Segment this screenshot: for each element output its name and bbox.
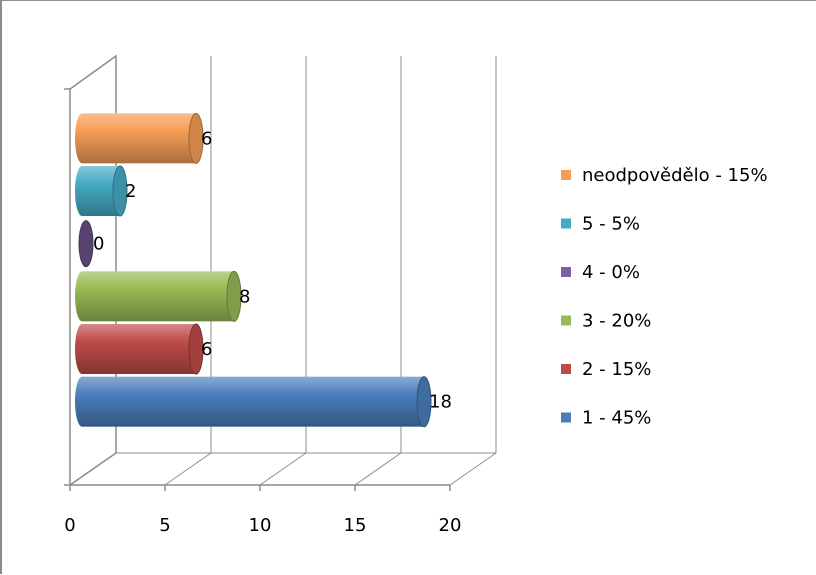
bar-end-cap	[112, 165, 128, 217]
legend-label: 3 - 20%	[582, 311, 651, 332]
floor-gridline	[354, 452, 402, 486]
floor-gridline	[164, 452, 212, 486]
x-tick-label: 5	[159, 515, 170, 536]
legend-label: 5 - 5%	[582, 214, 640, 235]
bar-zero-cap	[78, 220, 94, 268]
bar-base-cap	[75, 271, 89, 322]
legend-label: 4 - 0%	[582, 262, 640, 283]
legend: 1 - 45% 2 - 15% 3 - 20% 4 - 0% 5 - 5% neodpov…	[561, 165, 768, 429]
bar-end-cap	[188, 323, 204, 375]
bar-base-cap	[75, 166, 89, 216]
x-tick-label: 15	[344, 515, 367, 536]
legend-label: 1 - 45%	[582, 408, 651, 429]
x-tick-label: 20	[439, 515, 462, 536]
data-label: 0	[93, 234, 104, 255]
legend-swatch	[561, 170, 571, 180]
data-label: 6	[201, 128, 212, 149]
bar-end-cap	[416, 376, 432, 428]
data-label: 2	[125, 181, 136, 202]
legend-label: neodpovědělo - 15%	[582, 165, 768, 186]
bar-base-cap	[75, 113, 89, 164]
legend-swatch	[561, 267, 571, 277]
bar-end-cap	[188, 112, 204, 164]
bar	[82, 113, 196, 164]
floor-gridline	[259, 452, 307, 486]
bars: 18 6 8 0 2 6	[75, 112, 452, 428]
legend-swatch	[561, 364, 571, 374]
bar	[82, 376, 424, 427]
data-label: 18	[429, 392, 452, 413]
bar	[82, 324, 196, 374]
bar	[82, 271, 234, 322]
floor-gridline	[449, 452, 497, 486]
bar-base-cap	[75, 376, 89, 427]
legend-label: 2 - 15%	[582, 359, 651, 380]
bar-end-cap	[226, 270, 242, 322]
legend-swatch	[561, 218, 571, 229]
x-tick-label: 10	[249, 515, 272, 536]
data-label: 8	[239, 286, 250, 307]
x-tick-label: 0	[64, 515, 75, 536]
x-axis-ticks: 0 5 10 15 20	[64, 485, 461, 536]
data-label: 6	[201, 339, 212, 360]
legend-swatch	[561, 315, 571, 326]
legend-swatch	[561, 412, 571, 423]
bar-base-cap	[75, 324, 89, 374]
floor-gridline	[69, 452, 117, 486]
